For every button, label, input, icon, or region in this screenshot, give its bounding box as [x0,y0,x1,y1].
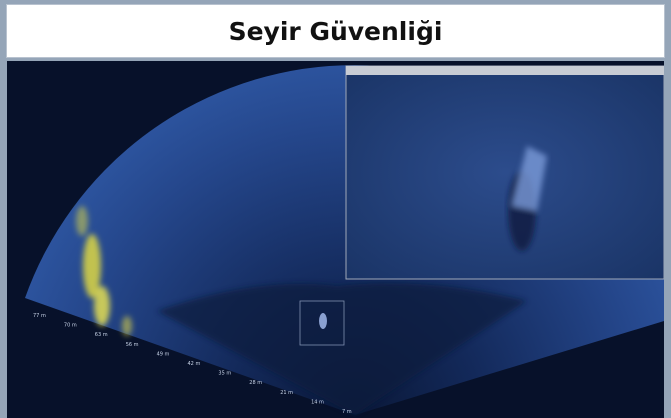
zoom-target [508,146,547,251]
target-box [299,300,345,346]
range-label: 14 m [311,399,324,405]
echo-highlights [76,206,132,336]
range-label: 63 m [95,332,108,338]
zoom-titlebar [346,66,664,75]
shadow-zone [157,283,527,415]
range-label: 21 m [280,390,293,396]
range-label: 77 m [33,313,46,319]
title: Seyir Güvenliği [228,16,443,46]
target [319,313,327,329]
sonar-image: 77 m 70 m 63 m 56 m 49 m 42 m 35 m 28 m 21 m 14 m… [7,61,664,418]
range-label: 70 m [64,323,77,329]
range-label: 42 m [188,361,201,367]
range-label: 35 m [218,371,231,377]
range-label: 7 m [342,409,352,415]
zoom-window [345,65,664,280]
title-box: Seyir Güvenliği [6,4,665,58]
range-label: 56 m [126,342,139,348]
range-label: 28 m [249,380,262,386]
range-label: 49 m [157,351,170,357]
